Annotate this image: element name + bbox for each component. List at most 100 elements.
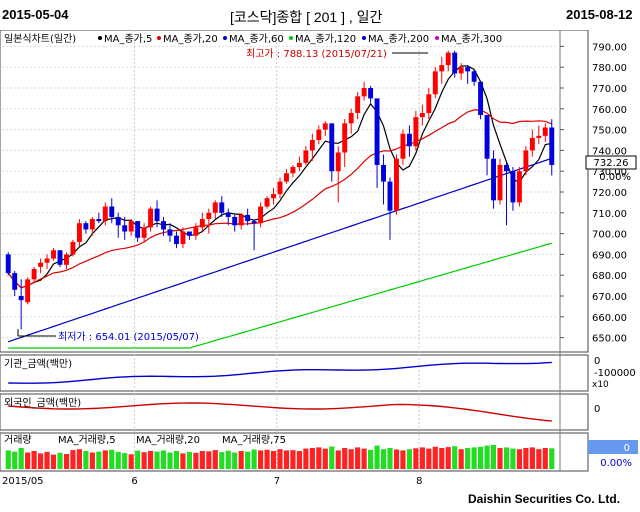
volume-bar (549, 448, 555, 469)
foreign-panel-frame (0, 393, 589, 431)
candle-body (38, 262, 44, 267)
volume-bar (510, 448, 516, 469)
volume-bar (102, 450, 108, 469)
candle-body (303, 150, 309, 163)
candle-body (251, 221, 257, 224)
candle-body (232, 216, 238, 226)
volume-value-box (588, 440, 638, 454)
x-tick-label: 8 (416, 476, 422, 487)
legend-swatch (98, 36, 102, 40)
legend-swatch (435, 36, 439, 40)
volume-ma75-label: MA_거래량,75 (222, 434, 286, 446)
candle-body (96, 219, 102, 222)
x-tick-label: 2015/05 (2, 476, 44, 487)
candle-body (180, 231, 186, 244)
candle-body (141, 227, 147, 238)
volume-bar (232, 452, 238, 469)
volume-ma5-label: MA_거래량,5 (58, 434, 116, 446)
volume-bar (309, 448, 315, 469)
volume-bar (439, 448, 445, 469)
y-tick-label: 790.00 (592, 42, 627, 53)
volume-bar (368, 449, 374, 469)
candle-body (368, 88, 374, 99)
flow-lines (8, 361, 552, 422)
volume-bar (316, 447, 322, 469)
volume-bar (516, 449, 522, 469)
volume-bar (264, 449, 270, 469)
volume-bar (186, 451, 192, 469)
volume-bar (148, 451, 154, 469)
volume-bar (76, 449, 82, 469)
candle-body (374, 98, 380, 165)
volume-bar (18, 448, 24, 469)
legend-label: MA_종가,5 (104, 33, 152, 45)
volume-bar (277, 449, 283, 469)
y-tick-label: 780.00 (592, 63, 627, 74)
volume-bar (296, 451, 302, 469)
candle-body (258, 206, 264, 224)
candle-body (44, 258, 50, 263)
last-price-box (585, 155, 637, 170)
volume-bar (452, 446, 458, 469)
candle-body (387, 181, 393, 211)
volume-bar (458, 449, 464, 469)
ma120-line (8, 242, 552, 349)
candle-body (484, 115, 490, 159)
y-tick-label: 670.00 (592, 292, 627, 303)
candle-body (529, 137, 535, 151)
volume-bar (44, 451, 50, 469)
legend-swatch (362, 36, 366, 40)
y-tick-label: 680.00 (592, 271, 627, 282)
candle-body (497, 164, 503, 201)
candle-body (83, 223, 89, 230)
candle-body (264, 198, 270, 207)
candle-body (245, 214, 251, 222)
x-axis: 2015/05 6 7 8 (2, 476, 422, 487)
volume-bar (141, 452, 147, 469)
candle-body (225, 212, 231, 217)
volume-ma20-label: MA_거래량,20 (136, 434, 200, 446)
volume-bar (245, 451, 251, 469)
candle-body (284, 173, 289, 182)
ma20-line (7, 109, 553, 289)
candle-body (465, 67, 471, 72)
volume-bar (258, 450, 264, 469)
y-axis: 790.00 780.00 770.00 760.00 750.00 740.00 730.… (560, 42, 627, 345)
volume-bar (393, 449, 400, 469)
legend-label: MA_종가,60 (229, 33, 284, 45)
y-tick-label: 700.00 (592, 230, 627, 241)
y-tick-label: 650.00 (592, 334, 627, 345)
stock-chart[interactable]: 790.00 780.00 770.00 760.00 750.00 740.00 730.… (0, 30, 640, 492)
volume-bar (478, 446, 484, 469)
candle-body (64, 254, 69, 265)
candle-body (109, 206, 115, 217)
candle-body (122, 225, 128, 232)
volume-bar (251, 449, 257, 469)
candle-body (316, 129, 322, 140)
candle-body (419, 112, 425, 118)
volume-bar (523, 448, 529, 469)
candle-body (381, 164, 386, 182)
candle-body (504, 164, 509, 172)
candle-body (154, 208, 160, 222)
candle-body (309, 140, 315, 151)
volume-bar (490, 445, 497, 469)
volume-bar (5, 450, 11, 469)
volume-bar (219, 452, 225, 469)
volume-bar (154, 451, 160, 469)
volume-bar (361, 448, 367, 469)
institution-panel-frame (0, 354, 589, 392)
volume-bar (342, 448, 348, 469)
volume-bar (180, 453, 186, 469)
volume-bar (290, 450, 296, 469)
ma-legend: MA_종가,5 MA_종가,20 MA_종가,60 MA_종가,120 MA_종가,20… (98, 33, 502, 45)
volume-bar (335, 450, 341, 469)
volume-bar (160, 450, 167, 469)
candle-body (361, 88, 367, 97)
volume-bar (89, 452, 95, 469)
start-date: 2015-05-04 (2, 7, 69, 22)
volume-bar (445, 447, 451, 469)
volume-bar (25, 452, 31, 469)
volume-value: 0 (624, 443, 630, 454)
foreign-tick-0: 0 (594, 404, 600, 415)
